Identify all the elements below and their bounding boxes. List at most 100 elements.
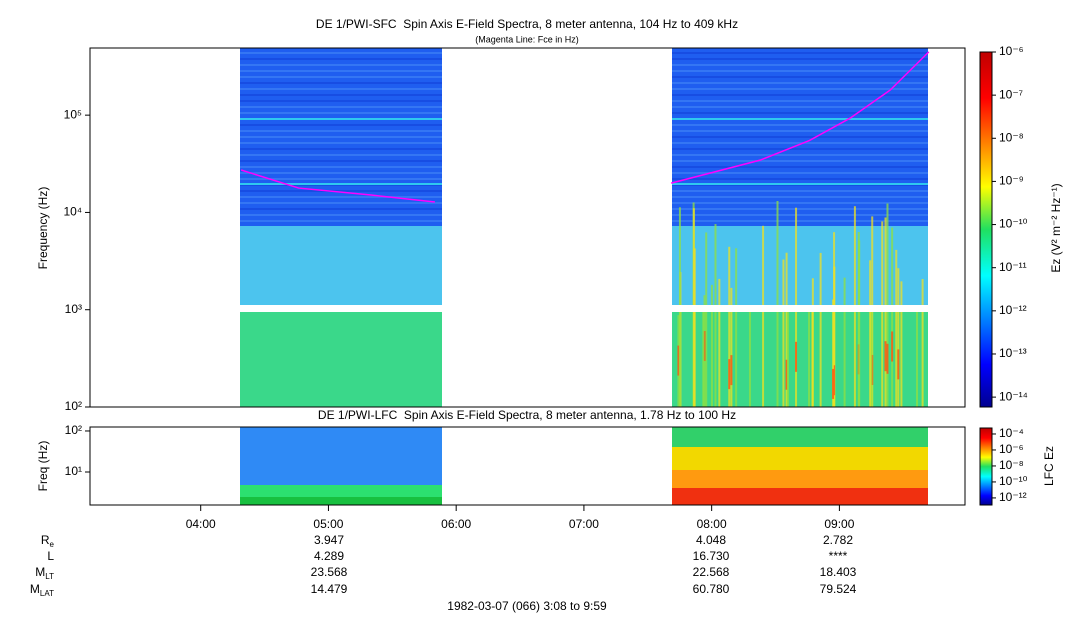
spectrogram-cell	[240, 190, 442, 192]
spectrogram-cell	[240, 100, 442, 102]
ephemeris-value: 18.403	[820, 565, 857, 579]
ephemeris-label-sub: LT	[45, 572, 54, 581]
spectrogram-cell	[672, 76, 928, 78]
colorbar-label: Ez (V² m⁻² Hz⁻¹)	[1049, 183, 1063, 272]
spectrogram-cell	[843, 277, 846, 407]
spectrogram-cell	[897, 349, 900, 380]
spectrogram-cell	[240, 196, 442, 198]
spectrogram-cell	[240, 154, 442, 156]
spectrogram-cell	[672, 178, 928, 180]
spectrogram-cell	[832, 299, 835, 407]
spectrogram-cell	[672, 112, 928, 114]
plot-frame	[89, 47, 966, 408]
spectrogram-cell	[240, 226, 442, 306]
spectrogram-cell	[240, 118, 442, 120]
spectrogram-cell	[240, 497, 442, 505]
spectrogram-cell	[672, 214, 928, 216]
spectrogram-cell	[672, 190, 928, 192]
colorbar-tick-label: 10⁻¹¹	[999, 260, 1027, 274]
x-tick-label: 06:00	[441, 517, 471, 531]
y-tick-label: 10²	[65, 399, 82, 413]
ephemeris-value: 3.947	[314, 533, 344, 547]
spectrogram-cell	[240, 70, 442, 72]
colorbar-label: LFC Ez	[1042, 446, 1056, 486]
ephemeris-value: 14.479	[311, 582, 348, 596]
spectrogram-cell	[897, 268, 900, 407]
x-tick-label: 07:00	[569, 517, 599, 531]
spectrogram-cell	[240, 202, 442, 204]
spectrogram-cell	[884, 217, 887, 407]
ephemeris-label-main: R	[41, 533, 50, 547]
ephemeris-label-main: M	[35, 565, 45, 579]
colorbar-tick-label: 10⁻⁸	[999, 130, 1024, 144]
spectrogram-cell	[710, 284, 713, 407]
spectrogram-cell	[672, 226, 928, 306]
spectrogram-cell	[735, 248, 738, 407]
spectrogram-cell	[672, 70, 928, 72]
spectrogram-cell	[672, 166, 928, 168]
ephemeris-value: 60.780	[693, 582, 730, 596]
spectrogram-cell	[240, 136, 442, 138]
spectrogram-cell	[900, 281, 903, 407]
spectrogram-cell	[703, 330, 706, 361]
footer: 1982-03-07 (066) 3:08 to 9:59	[447, 599, 607, 613]
spectrogram-cell	[240, 485, 442, 497]
colorbar-tick-label: 10⁻⁷	[999, 87, 1023, 101]
spectrogram-cell	[718, 278, 721, 407]
spectrogram-cell	[748, 308, 751, 407]
spectrogram-cell	[702, 307, 705, 407]
spectrogram-cell	[705, 232, 708, 407]
spectrogram-cell	[240, 220, 442, 222]
spectrogram-cell	[240, 58, 442, 60]
spectrogram-cell	[730, 287, 733, 407]
ephemeris-value: 4.289	[314, 549, 344, 563]
spectrogram-cell	[240, 160, 442, 162]
y-tick-label: 10³	[65, 302, 82, 316]
spectrogram-cell	[672, 142, 928, 144]
spectrogram-cell	[916, 311, 919, 407]
colorbar-tick-label: 10⁻⁴	[999, 426, 1024, 440]
ephemeris-label: MLAT	[30, 582, 54, 598]
spectrogram-cell	[672, 118, 928, 120]
spectrogram-cell	[762, 225, 765, 407]
spectrogram-cell	[884, 341, 887, 372]
spectrogram-cell	[728, 359, 731, 390]
spectrogram-cell	[240, 112, 442, 114]
spectrogram-cell	[895, 249, 898, 407]
chart-subtitle: (Magenta Line: Fce in Hz)	[475, 34, 579, 44]
spectrogram-cell	[240, 208, 442, 210]
spectrogram-cell	[240, 148, 442, 150]
ephemeris-value: 22.568	[693, 565, 730, 579]
colorbar	[979, 51, 993, 408]
spectrogram-cell	[240, 94, 442, 96]
spectrogram-cell	[786, 304, 789, 407]
colorbar-tick-label: 10⁻¹⁴	[999, 389, 1028, 403]
spectrogram-cell	[833, 232, 836, 407]
spectrogram-cell	[858, 240, 861, 407]
spectrogram-cell	[819, 252, 822, 407]
spectrogram-cell	[672, 136, 928, 138]
x-tick-label: 08:00	[697, 517, 727, 531]
spectrogram-cell	[240, 76, 442, 78]
colorbar-tick-label: 10⁻¹²	[999, 490, 1027, 504]
ephemeris-label: MLT	[35, 565, 54, 581]
spectrogram-cell	[672, 208, 928, 210]
spectrogram-cell	[870, 309, 873, 407]
spectrogram-cell	[672, 88, 928, 90]
y-tick-label: 10⁴	[63, 205, 82, 219]
ephemeris-label: L	[47, 549, 54, 563]
y-tick-label: 10¹	[65, 464, 82, 478]
y-tick-label: 10²	[65, 423, 82, 437]
spectrogram-cell	[240, 130, 442, 132]
colorbar-tick-label: 10⁻¹⁰	[999, 474, 1028, 488]
spectrogram-cell	[240, 142, 442, 144]
spectrogram-cell	[672, 64, 928, 66]
chart-title: DE 1/PWI-SFC Spin Axis E-Field Spectra, …	[316, 17, 738, 31]
ephemeris-label-main: M	[30, 582, 40, 596]
ephemeris-label: Re	[41, 533, 55, 549]
colorbar-tick-label: 10⁻⁸	[999, 458, 1024, 472]
colorbar	[979, 427, 993, 506]
colorbar-tick-label: 10⁻⁶	[999, 44, 1024, 58]
colorbar-tick-label: 10⁻⁹	[999, 174, 1024, 188]
ephemeris-value: 16.730	[693, 549, 730, 563]
